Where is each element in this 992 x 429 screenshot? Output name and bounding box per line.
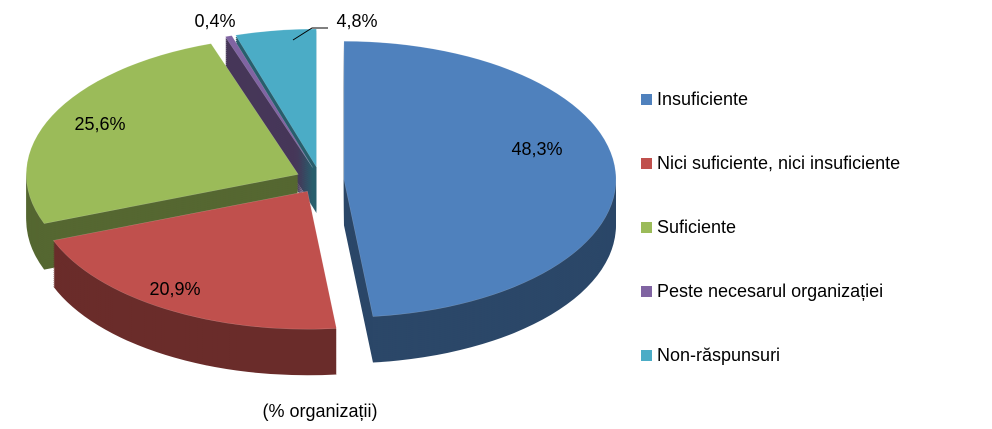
slice-side bbox=[225, 53, 313, 186]
slice-side bbox=[225, 59, 313, 192]
slice bbox=[26, 43, 299, 224]
slice bbox=[343, 41, 617, 317]
slice-side bbox=[225, 55, 313, 188]
slice-side bbox=[225, 37, 313, 170]
slice-side bbox=[225, 47, 313, 180]
slice bbox=[235, 28, 317, 168]
legend-swatch bbox=[641, 222, 652, 233]
legend-label: Suficiente bbox=[657, 217, 736, 237]
slice-side bbox=[225, 49, 313, 182]
slice bbox=[224, 35, 313, 168]
slice-side bbox=[225, 39, 313, 172]
data-label: 4,8% bbox=[336, 11, 377, 31]
legend-swatch bbox=[641, 94, 652, 105]
data-label: 20,9% bbox=[149, 279, 200, 299]
legend-label: Peste necesarul organizației bbox=[657, 281, 883, 301]
leader-line bbox=[292, 27, 328, 41]
slice bbox=[52, 190, 337, 330]
slice-side bbox=[225, 63, 313, 196]
legend-swatch bbox=[641, 350, 652, 361]
data-label: 48,3% bbox=[511, 139, 562, 159]
legend-label: Insuficiente bbox=[657, 89, 748, 109]
slice-side bbox=[225, 41, 313, 174]
chart-subtitle: (% organizații) bbox=[262, 401, 377, 421]
legend-swatch bbox=[641, 158, 652, 169]
legend-label: Non-răspunsuri bbox=[657, 345, 780, 365]
legend-label: Nici suficiente, nici insuficiente bbox=[657, 153, 900, 173]
data-label: 0,4% bbox=[194, 11, 235, 31]
slice-side bbox=[225, 51, 313, 184]
slice-side bbox=[225, 61, 313, 194]
legend-swatch bbox=[641, 286, 652, 297]
slice-side bbox=[225, 43, 313, 176]
slice-side bbox=[225, 57, 313, 190]
slice-side bbox=[225, 45, 313, 178]
data-label: 25,6% bbox=[74, 114, 125, 134]
